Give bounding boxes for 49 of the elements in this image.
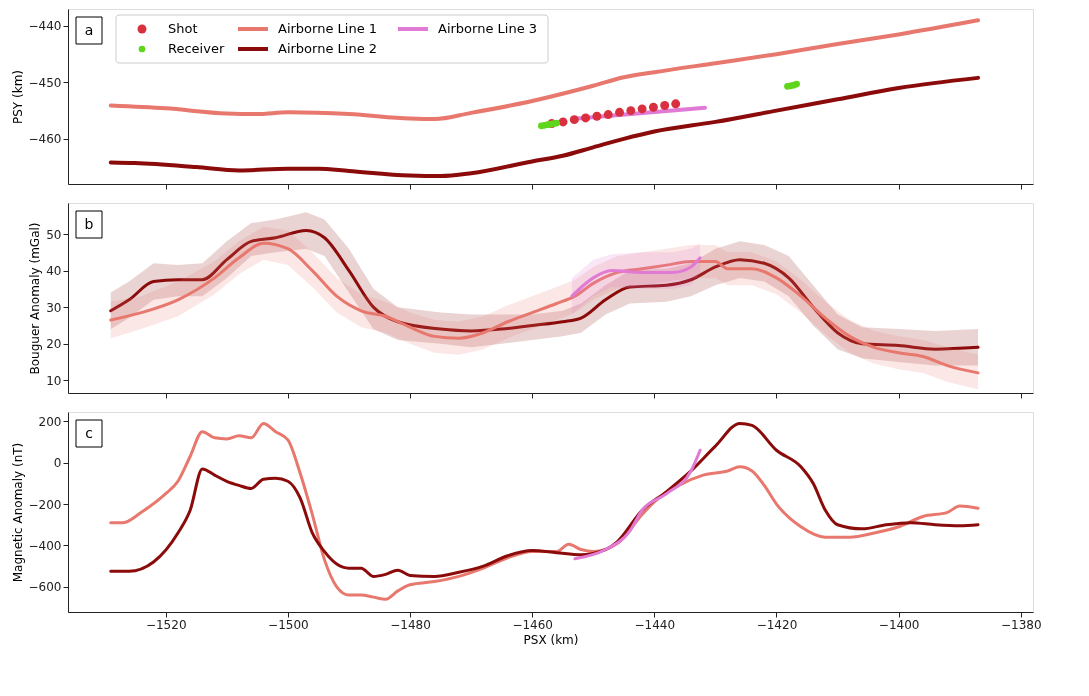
x-tick-label: −1480 xyxy=(390,617,431,632)
line-series xyxy=(573,448,702,561)
point xyxy=(569,115,579,125)
x-tick-label: −1520 xyxy=(145,617,187,632)
line-series xyxy=(108,18,981,122)
annotation: a xyxy=(84,22,94,38)
line-series xyxy=(109,241,980,375)
y-axis-title: PSY (km) xyxy=(10,70,25,124)
y-tick-label: 30 xyxy=(46,300,62,315)
point xyxy=(648,102,658,112)
line-series xyxy=(570,256,702,298)
legend-label: Shot xyxy=(168,21,198,36)
point xyxy=(581,113,591,123)
y-tick-label: −440 xyxy=(28,19,62,34)
legend-label: Airborne Line 1 xyxy=(278,21,378,36)
y-tick-label: −600 xyxy=(28,580,62,595)
line-series xyxy=(109,228,980,351)
y-axis-title: Bouguer Anomaly (mGal) xyxy=(28,222,43,375)
y-tick-label: −450 xyxy=(28,75,62,90)
point xyxy=(615,107,624,117)
point xyxy=(671,99,681,109)
y-tick-label: 40 xyxy=(46,264,62,279)
y-tick-label: 200 xyxy=(38,414,62,429)
line-series xyxy=(108,75,981,179)
legend-label: Airborne Line 2 xyxy=(278,41,378,56)
x-tick-label: −1400 xyxy=(878,617,920,632)
x-tick-label: −1440 xyxy=(634,617,676,632)
y-tick-label: −400 xyxy=(28,538,62,553)
y-axis-title: Magnetic Anomaly (nT) xyxy=(10,442,25,583)
x-tick-label: −1380 xyxy=(1000,617,1042,632)
x-tick-label: −1500 xyxy=(268,617,309,632)
point xyxy=(592,111,602,121)
annotation: b xyxy=(84,216,94,232)
point xyxy=(626,106,636,116)
y-tick-label: −200 xyxy=(28,497,62,512)
x-tick-label: −1420 xyxy=(756,617,798,632)
y-tick-label: −460 xyxy=(28,132,62,147)
x-tick-label: −1460 xyxy=(512,617,553,632)
legend-label: Receiver xyxy=(168,41,225,56)
x-axis-title: PSX (km) xyxy=(523,632,579,647)
y-tick-label: 50 xyxy=(46,227,62,242)
y-tick-label: 20 xyxy=(46,337,62,352)
y-tick-label: 0 xyxy=(53,456,62,471)
point xyxy=(660,101,670,110)
y-tick-label: 10 xyxy=(46,373,62,388)
point xyxy=(603,110,613,120)
annotation: c xyxy=(85,425,93,441)
point xyxy=(637,104,647,114)
legend-label: Airborne Line 3 xyxy=(438,21,538,36)
